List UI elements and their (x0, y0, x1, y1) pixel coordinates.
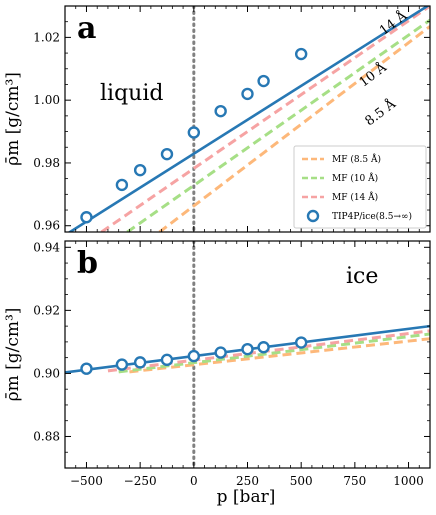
x-tick-label: 0 (190, 474, 198, 488)
series-line (129, 337, 430, 374)
legend-label: MF (8.5 Å) (332, 153, 381, 165)
panel-label: a (77, 11, 96, 46)
series-line (100, 6, 430, 232)
data-point (241, 342, 254, 356)
x-tick-label: 750 (343, 474, 366, 488)
fit-line (67, 6, 430, 232)
data-point (187, 349, 201, 363)
legend-label: MF (14 Å) (332, 191, 378, 203)
plot-area (67, 6, 430, 232)
x-tick-label: 500 (290, 474, 313, 488)
panel-a: 0.96 0.98 1.00 1.02 ρ̄m [g/cm³] a liquid 14 Å 10… (3, 5, 431, 233)
data-point (294, 47, 308, 61)
data-point (294, 336, 308, 349)
data-point (257, 341, 270, 354)
legend-label: TIP4P/ice(8.5→∞) (332, 211, 412, 222)
data-point (214, 104, 227, 118)
data-point (115, 178, 129, 192)
data-point (187, 126, 201, 139)
series-line (158, 25, 430, 232)
panel-label: b (77, 246, 98, 281)
data-point (115, 358, 129, 371)
plot-area (65, 241, 430, 468)
series-line (126, 18, 430, 232)
data-point (160, 147, 174, 161)
legend-marker (306, 209, 320, 223)
y-tick-label: 0.90 (33, 366, 60, 380)
line-annotation: 14 Å (376, 7, 410, 38)
panel-b: −500 −250 0 250 500 750 1000 0.88 0.90 0.92 0.94 ρ̄… (3, 240, 431, 488)
line-annotation: 10 Å (356, 59, 390, 90)
x-tick-label: 1000 (393, 474, 424, 488)
data-point (133, 356, 147, 369)
data-point (160, 353, 174, 367)
y-axis-label: ρ̄m [g/cm³] (3, 308, 23, 402)
y-tick-label: 0.98 (33, 156, 60, 170)
data-point (80, 362, 93, 375)
data-point (133, 163, 147, 177)
y-tick-label: 1.00 (33, 93, 60, 107)
phase-label: ice (346, 264, 378, 289)
phase-label: liquid (100, 81, 163, 106)
y-tick-label: 0.92 (33, 303, 60, 317)
y-tick-label: 1.02 (33, 30, 60, 44)
line-annotation: 8.5 Å (362, 96, 399, 130)
legend-box (293, 145, 427, 229)
legend-label: MF (10 Å) (332, 172, 378, 184)
data-point (257, 74, 270, 88)
data-point (80, 211, 93, 224)
y-tick-label: 0.94 (33, 240, 60, 254)
series-line (107, 329, 430, 373)
data-point (214, 346, 227, 359)
y-tick-label: 0.96 (33, 219, 60, 233)
series-line (118, 332, 430, 374)
x-tick-label: −250 (124, 474, 157, 488)
y-axis-label: ρ̄m [g/cm³] (3, 72, 23, 166)
x-axis-label: p [bar] (217, 487, 276, 507)
x-tick-label: −500 (70, 474, 103, 488)
data-point (241, 87, 254, 101)
y-tick-label: 0.88 (33, 429, 60, 443)
x-tick-label: 250 (236, 474, 259, 488)
